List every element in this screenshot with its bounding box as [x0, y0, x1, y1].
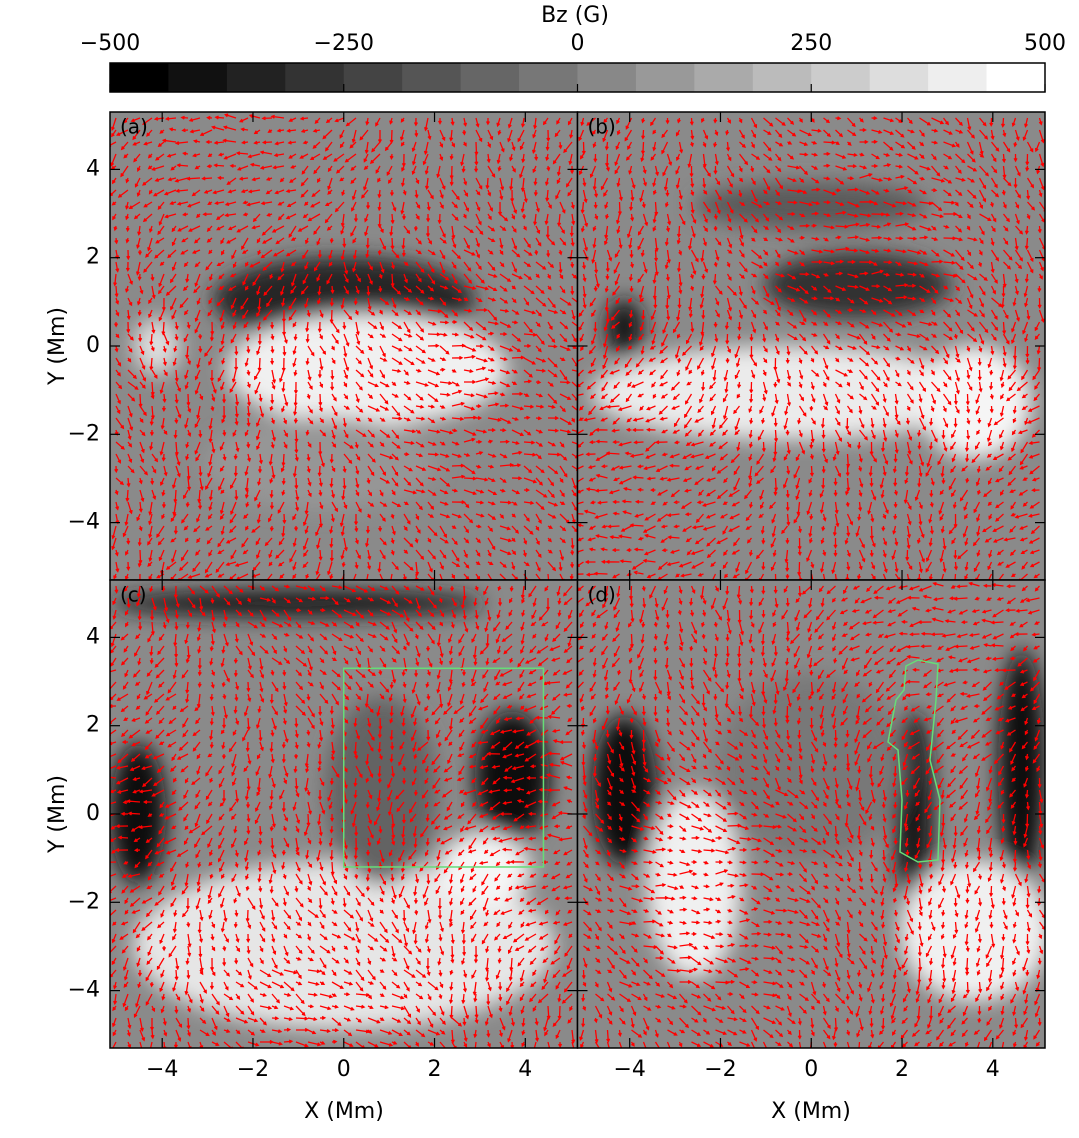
colorbar-step [869, 63, 929, 92]
x-tick-label: 0 [804, 1057, 818, 1082]
colorbar-tick-label: 0 [571, 31, 585, 56]
x-tick-label: −2 [237, 1057, 269, 1082]
colorbar-tick-label: −500 [80, 31, 140, 56]
field-region [133, 317, 181, 375]
y-tick-label: 4 [86, 624, 100, 649]
panel-label: (a) [120, 115, 148, 139]
colorbar-label: Bz (G) [541, 3, 609, 28]
colorbar-step [285, 63, 345, 92]
field-region [591, 715, 657, 866]
colorbar-step [928, 63, 988, 92]
panel-label: (c) [120, 583, 147, 607]
contour [887, 659, 941, 863]
vector-field [577, 581, 1045, 1048]
field-region [110, 589, 484, 618]
field-region [605, 299, 643, 356]
magnetogram [110, 589, 555, 1030]
y-tick-label: 4 [86, 156, 100, 181]
y-tick-label: −4 [68, 978, 100, 1003]
field-region [325, 697, 438, 885]
colorbar-step [811, 63, 871, 92]
field-region [764, 252, 952, 318]
colorbar-tick-label: 500 [1024, 31, 1066, 56]
x-tick-label: 4 [518, 1057, 532, 1082]
colorbar-step [577, 63, 637, 92]
field-region [203, 416, 438, 510]
panel-label: (b) [588, 115, 616, 139]
panel [577, 580, 1045, 1048]
x-tick-label: 2 [895, 1057, 909, 1082]
field-region [900, 860, 1045, 1002]
colorbar-step [110, 63, 169, 92]
field-region [437, 832, 531, 908]
panel [577, 112, 1045, 580]
y-tick-label: 2 [86, 713, 100, 738]
y-axis-label: Y (Mm) [45, 307, 70, 386]
colorbar-step [635, 63, 695, 92]
y-axis-label: Y (Mm) [45, 775, 70, 854]
y-tick-label: −4 [68, 510, 100, 535]
y-tick-label: 2 [86, 245, 100, 270]
x-tick-label: 4 [986, 1057, 1000, 1082]
colorbar-tick-label: −250 [314, 31, 374, 56]
panel-label: (d) [588, 583, 616, 607]
colorbar-step [168, 63, 228, 92]
y-tick-label: 0 [86, 801, 100, 826]
field-region [474, 711, 550, 843]
vector-field [577, 116, 1045, 580]
y-tick-label: −2 [68, 421, 100, 446]
field-region [226, 313, 508, 426]
colorbar-step [226, 63, 286, 92]
vector-field [110, 113, 578, 580]
x-tick-label: 2 [428, 1057, 442, 1082]
x-tick-label: −4 [146, 1057, 178, 1082]
x-tick-label: 0 [337, 1057, 351, 1082]
colorbar-step [694, 63, 754, 92]
panel [110, 112, 578, 580]
colorbar-tick-label: 250 [790, 31, 832, 56]
vector-field [110, 584, 576, 1048]
x-tick-label: −4 [613, 1057, 645, 1082]
colorbar-step [460, 63, 520, 92]
x-axis-label: X (Mm) [771, 1099, 851, 1124]
x-axis-label: X (Mm) [304, 1099, 384, 1124]
colorbar-step [986, 63, 1046, 92]
colorbar-step [752, 63, 812, 92]
colorbar-step [343, 63, 403, 92]
field-region [591, 346, 985, 440]
colorbar-step [519, 63, 578, 92]
panel [110, 580, 578, 1048]
x-tick-label: −2 [704, 1057, 736, 1082]
y-tick-label: 0 [86, 333, 100, 358]
colorbar-step [402, 63, 462, 92]
field-region [133, 860, 555, 1030]
region-box [343, 667, 545, 868]
y-tick-label: −2 [68, 889, 100, 914]
